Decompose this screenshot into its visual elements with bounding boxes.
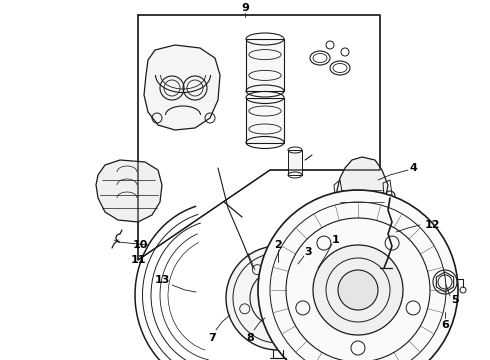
Circle shape xyxy=(338,270,378,310)
Text: 12: 12 xyxy=(424,220,440,230)
Text: 11: 11 xyxy=(130,255,146,265)
Text: 1: 1 xyxy=(332,235,340,245)
Polygon shape xyxy=(337,157,388,222)
Text: 5: 5 xyxy=(451,295,459,305)
Text: 2: 2 xyxy=(274,240,282,250)
Polygon shape xyxy=(138,15,380,260)
Polygon shape xyxy=(96,160,162,222)
Text: 9: 9 xyxy=(241,3,249,13)
Text: 8: 8 xyxy=(246,333,254,343)
Text: 3: 3 xyxy=(304,247,312,257)
Bar xyxy=(246,98,284,143)
Polygon shape xyxy=(144,45,220,130)
Circle shape xyxy=(260,280,296,316)
Text: 13: 13 xyxy=(154,275,170,285)
Bar xyxy=(288,150,302,175)
Bar xyxy=(246,39,284,91)
Circle shape xyxy=(226,246,330,350)
Text: 6: 6 xyxy=(441,320,449,330)
Circle shape xyxy=(313,245,403,335)
Text: 4: 4 xyxy=(409,163,417,173)
Text: 10: 10 xyxy=(132,240,147,250)
Text: 7: 7 xyxy=(208,333,216,343)
Circle shape xyxy=(258,190,458,360)
